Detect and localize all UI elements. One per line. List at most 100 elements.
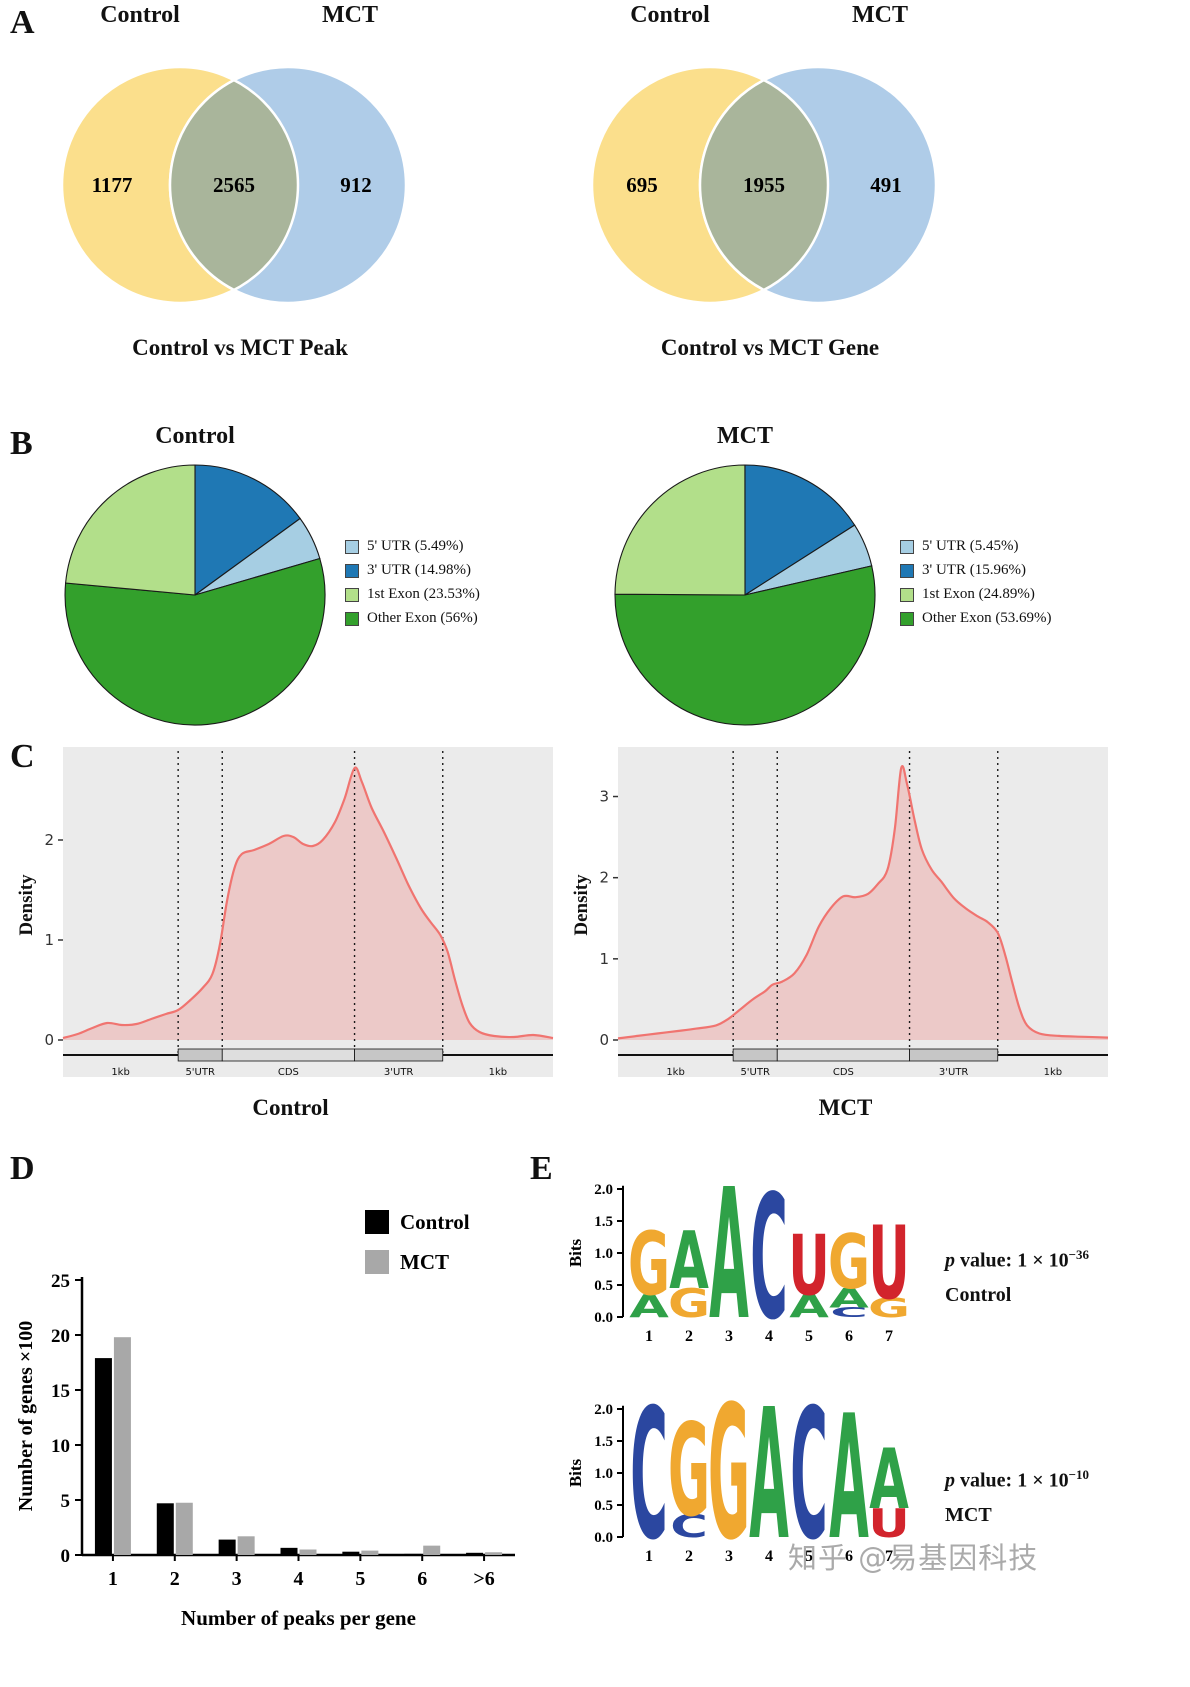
x-tick-label: 1 xyxy=(645,1548,653,1565)
gene-region-box xyxy=(177,1048,223,1062)
logo-letter-A: A xyxy=(709,1165,749,1360)
bar-control xyxy=(280,1547,298,1555)
y-axis-title: Density xyxy=(573,874,592,936)
legend-row: 1st Exon (23.53%) xyxy=(345,586,480,603)
venn-right-count: 912 xyxy=(340,173,372,197)
legend-row: Other Exon (53.69%) xyxy=(900,610,1052,627)
gene-region-label: 5'UTR xyxy=(185,1067,215,1078)
x-tick-label: 5 xyxy=(355,1568,365,1590)
pie-mct-chart xyxy=(614,464,876,726)
logo-letter-G: G xyxy=(708,1385,750,1580)
logo-letter-G: G xyxy=(868,1292,910,1323)
bar-control xyxy=(156,1503,174,1555)
x-tick-label: 2 xyxy=(685,1548,693,1565)
legend-swatch xyxy=(365,1250,389,1274)
x-tick-label: 7 xyxy=(885,1548,893,1565)
logo-letter-A: A xyxy=(669,1215,709,1308)
y-axis-title: Density xyxy=(18,874,37,936)
panel-b-label: B xyxy=(10,425,33,462)
logo-letter-A: A xyxy=(789,1289,829,1325)
density-curve xyxy=(62,766,554,1040)
venn-peak-header-control: Control xyxy=(100,2,180,28)
pie-slice xyxy=(614,565,876,726)
bar-control xyxy=(466,1552,484,1555)
peaks-per-gene-bar-chart: 0 5 10 15 20 25 1 2 3 4 5 6 >6 Number of peaks per ge… xyxy=(15,1210,515,1630)
y-tick-label: 1.5 xyxy=(594,1434,613,1450)
gene-region-label: 1kb xyxy=(489,1067,508,1078)
y-tick-label: 1 xyxy=(599,950,609,968)
y-tick-label: 2.0 xyxy=(594,1182,613,1198)
legend-swatch xyxy=(365,1210,389,1234)
x-tick-label: 1 xyxy=(645,1328,653,1345)
pie-control-title: Control xyxy=(155,423,235,449)
x-tick-label: 1 xyxy=(108,1568,118,1590)
y-tick-label: 1.5 xyxy=(594,1214,613,1230)
logo-letter-A: A xyxy=(829,1385,869,1578)
p-body: value: 1 × 10 xyxy=(955,1469,1069,1492)
logo-letter-A: A xyxy=(829,1283,869,1314)
motif-pvalue-mct: p value: 1 × 10−10 MCT xyxy=(945,1458,1190,1532)
venn-gene-caption: Control vs MCT Gene xyxy=(660,335,880,360)
venn-peak-caption: Control vs MCT Peak xyxy=(132,335,348,360)
logo-letter-C: C xyxy=(670,1509,708,1545)
p-body: value: 1 × 10 xyxy=(955,1249,1069,1272)
panel-a-label: A xyxy=(10,4,35,41)
gene-region-label: 3'UTR xyxy=(384,1067,414,1078)
x-tick-label: 6 xyxy=(845,1328,853,1345)
y-tick-label: 0.5 xyxy=(594,1278,613,1294)
logo-letter-U: U xyxy=(868,1204,910,1321)
legend-swatch xyxy=(345,539,359,554)
motif-pvalue-control: p value: 1 × 10−36 Control xyxy=(945,1238,1190,1312)
y-tick-label: 2 xyxy=(599,869,609,887)
legend-label: 5' UTR (5.45%) xyxy=(922,538,1019,554)
gene-region-label: 1kb xyxy=(1044,1067,1063,1078)
legend-label: 1st Exon (23.53%) xyxy=(367,586,480,602)
motif-group-name: MCT xyxy=(945,1503,992,1526)
x-tick-label: 6 xyxy=(417,1568,427,1590)
x-tick-label: 5 xyxy=(805,1548,813,1565)
legend-swatch xyxy=(900,539,914,554)
p-exponent: −36 xyxy=(1068,1247,1090,1262)
x-tick-label: 3 xyxy=(725,1328,733,1345)
gene-region-label: CDS xyxy=(833,1067,854,1078)
gene-region-box xyxy=(221,1048,355,1062)
bar-mct xyxy=(299,1549,317,1555)
venn-overlap-count: 2565 xyxy=(213,173,255,197)
venn-gene-header-control: Control xyxy=(630,2,710,28)
y-axis-title: Bits xyxy=(566,1458,585,1487)
panel-e-label: E xyxy=(530,1150,553,1187)
y-tick-label: 15 xyxy=(51,1381,70,1402)
pie-mct-title: MCT xyxy=(717,423,773,449)
x-tick-label: 2 xyxy=(170,1568,180,1590)
venn-peak: Control MCT 1177 2565 912 Control vs MCT… xyxy=(20,0,460,400)
panel-d-label: D xyxy=(10,1150,35,1187)
density-control-caption: Control xyxy=(252,1095,329,1120)
pie-control-chart xyxy=(64,464,326,726)
gene-region-box xyxy=(776,1048,910,1062)
density-area xyxy=(618,766,1108,1040)
legend-swatch xyxy=(900,611,914,626)
x-tick-label: 4 xyxy=(765,1548,773,1565)
x-tick-label: 7 xyxy=(885,1328,893,1345)
legend-swatch xyxy=(900,563,914,578)
x-tick-label: 6 xyxy=(845,1548,853,1565)
density-area xyxy=(63,767,553,1040)
venn-overlap-region xyxy=(698,67,828,303)
y-tick-label: 25 xyxy=(51,1271,70,1292)
pie-slice xyxy=(64,557,326,726)
bar-mct xyxy=(361,1550,379,1555)
gene-region-label: 5'UTR xyxy=(740,1067,770,1078)
gene-region-label: 1kb xyxy=(111,1067,130,1078)
pie-slice xyxy=(744,464,856,597)
y-axis-title: Number of genes ×100 xyxy=(15,1321,37,1511)
legend-label: 5' UTR (5.49%) xyxy=(367,538,464,554)
plot-background xyxy=(618,747,1108,1077)
bar-control xyxy=(94,1358,112,1555)
bar-control xyxy=(218,1539,236,1555)
pie-slice xyxy=(614,464,746,596)
logo-letter-C: C xyxy=(790,1385,828,1580)
x-tick-label: 4 xyxy=(765,1328,773,1345)
